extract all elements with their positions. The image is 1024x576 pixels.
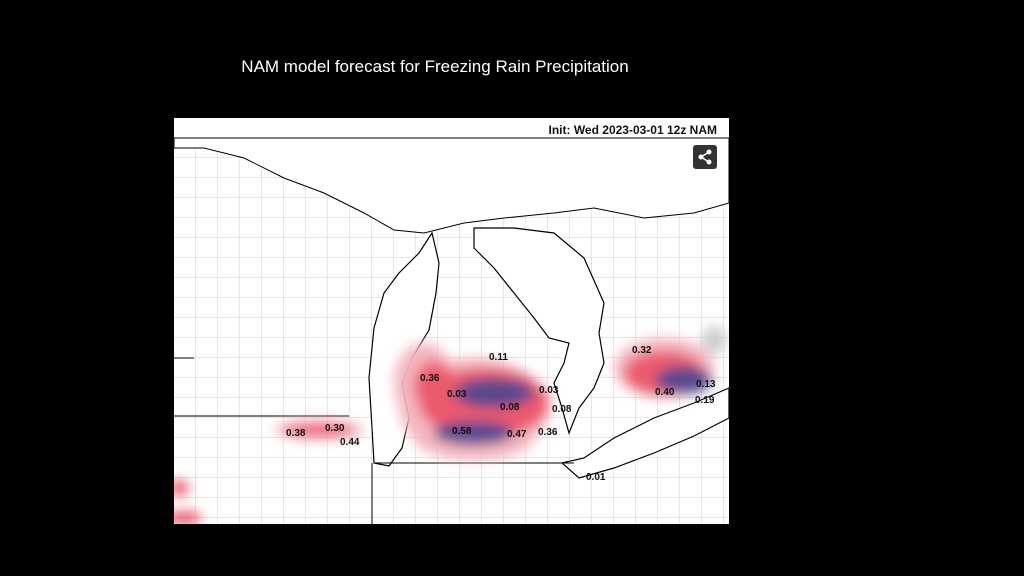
- value-label: 0.11: [489, 352, 508, 363]
- freezing-rain-shading: [174, 326, 726, 524]
- value-label: 0.58: [452, 426, 472, 437]
- value-label: 0.32: [632, 345, 652, 356]
- state-borders: [174, 357, 574, 524]
- value-label: 0.40: [655, 387, 675, 398]
- slide-title: NAM model forecast for Freezing Rain Pre…: [241, 57, 629, 76]
- value-label: 0.08: [552, 404, 572, 415]
- lake-huron: [473, 227, 605, 435]
- value-label: 0.44: [340, 437, 360, 448]
- share-button[interactable]: [693, 145, 717, 169]
- init-label: Init: Wed 2023-03-01 12z NAM: [548, 123, 718, 137]
- value-label: 0.08: [500, 402, 520, 413]
- value-label: 0.13: [696, 379, 716, 390]
- map-graphic: [174, 137, 729, 524]
- value-label: 0.38: [286, 428, 306, 439]
- value-label: 0.19: [695, 395, 715, 406]
- forecast-map[interactable]: Init: Wed 2023-03-01 12z NAM 0.11 0.36 0…: [174, 118, 729, 524]
- value-label: 0.03: [539, 385, 559, 396]
- value-label: 0.36: [420, 373, 440, 384]
- value-label: 0.30: [325, 423, 345, 434]
- value-label: 0.01: [586, 472, 606, 483]
- value-label: 0.47: [507, 429, 527, 440]
- lake-superior: [174, 137, 729, 234]
- value-label: 0.36: [538, 427, 558, 438]
- lake-michigan: [368, 231, 440, 467]
- lake-erie: [560, 387, 729, 479]
- value-label: 0.03: [447, 389, 467, 400]
- share-icon: [698, 149, 712, 165]
